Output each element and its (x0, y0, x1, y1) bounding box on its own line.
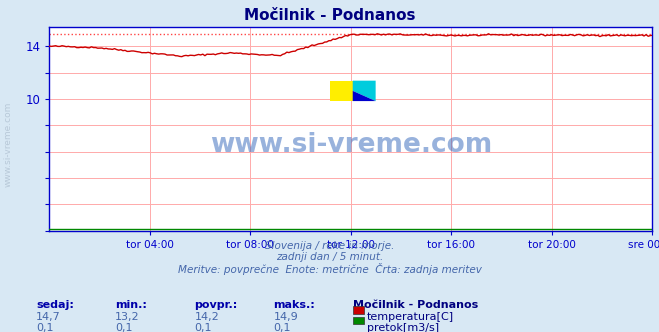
Text: 14,2: 14,2 (194, 312, 219, 322)
Text: Meritve: povprečne  Enote: metrične  Črta: zadnja meritev: Meritve: povprečne Enote: metrične Črta:… (177, 263, 482, 275)
Text: sedaj:: sedaj: (36, 300, 74, 310)
Text: 0,1: 0,1 (115, 323, 133, 332)
Text: min.:: min.: (115, 300, 147, 310)
Text: Močilnik - Podnanos: Močilnik - Podnanos (244, 8, 415, 23)
Text: pretok[m3/s]: pretok[m3/s] (367, 323, 439, 332)
Text: 14,7: 14,7 (36, 312, 61, 322)
Text: 0,1: 0,1 (36, 323, 54, 332)
Text: Slovenija / reke in morje.: Slovenija / reke in morje. (265, 241, 394, 251)
Text: 0,1: 0,1 (273, 323, 291, 332)
Text: www.si-vreme.com: www.si-vreme.com (4, 102, 13, 187)
Text: Močilnik - Podnanos: Močilnik - Podnanos (353, 300, 478, 310)
Text: maks.:: maks.: (273, 300, 315, 310)
Polygon shape (353, 81, 376, 101)
Text: povpr.:: povpr.: (194, 300, 238, 310)
Text: 0,1: 0,1 (194, 323, 212, 332)
Text: 13,2: 13,2 (115, 312, 140, 322)
Text: temperatura[C]: temperatura[C] (367, 312, 454, 322)
Text: zadnji dan / 5 minut.: zadnji dan / 5 minut. (276, 252, 383, 262)
Polygon shape (353, 91, 376, 101)
Text: 14,9: 14,9 (273, 312, 299, 322)
Bar (330, 81, 353, 101)
Text: www.si-vreme.com: www.si-vreme.com (210, 132, 492, 158)
